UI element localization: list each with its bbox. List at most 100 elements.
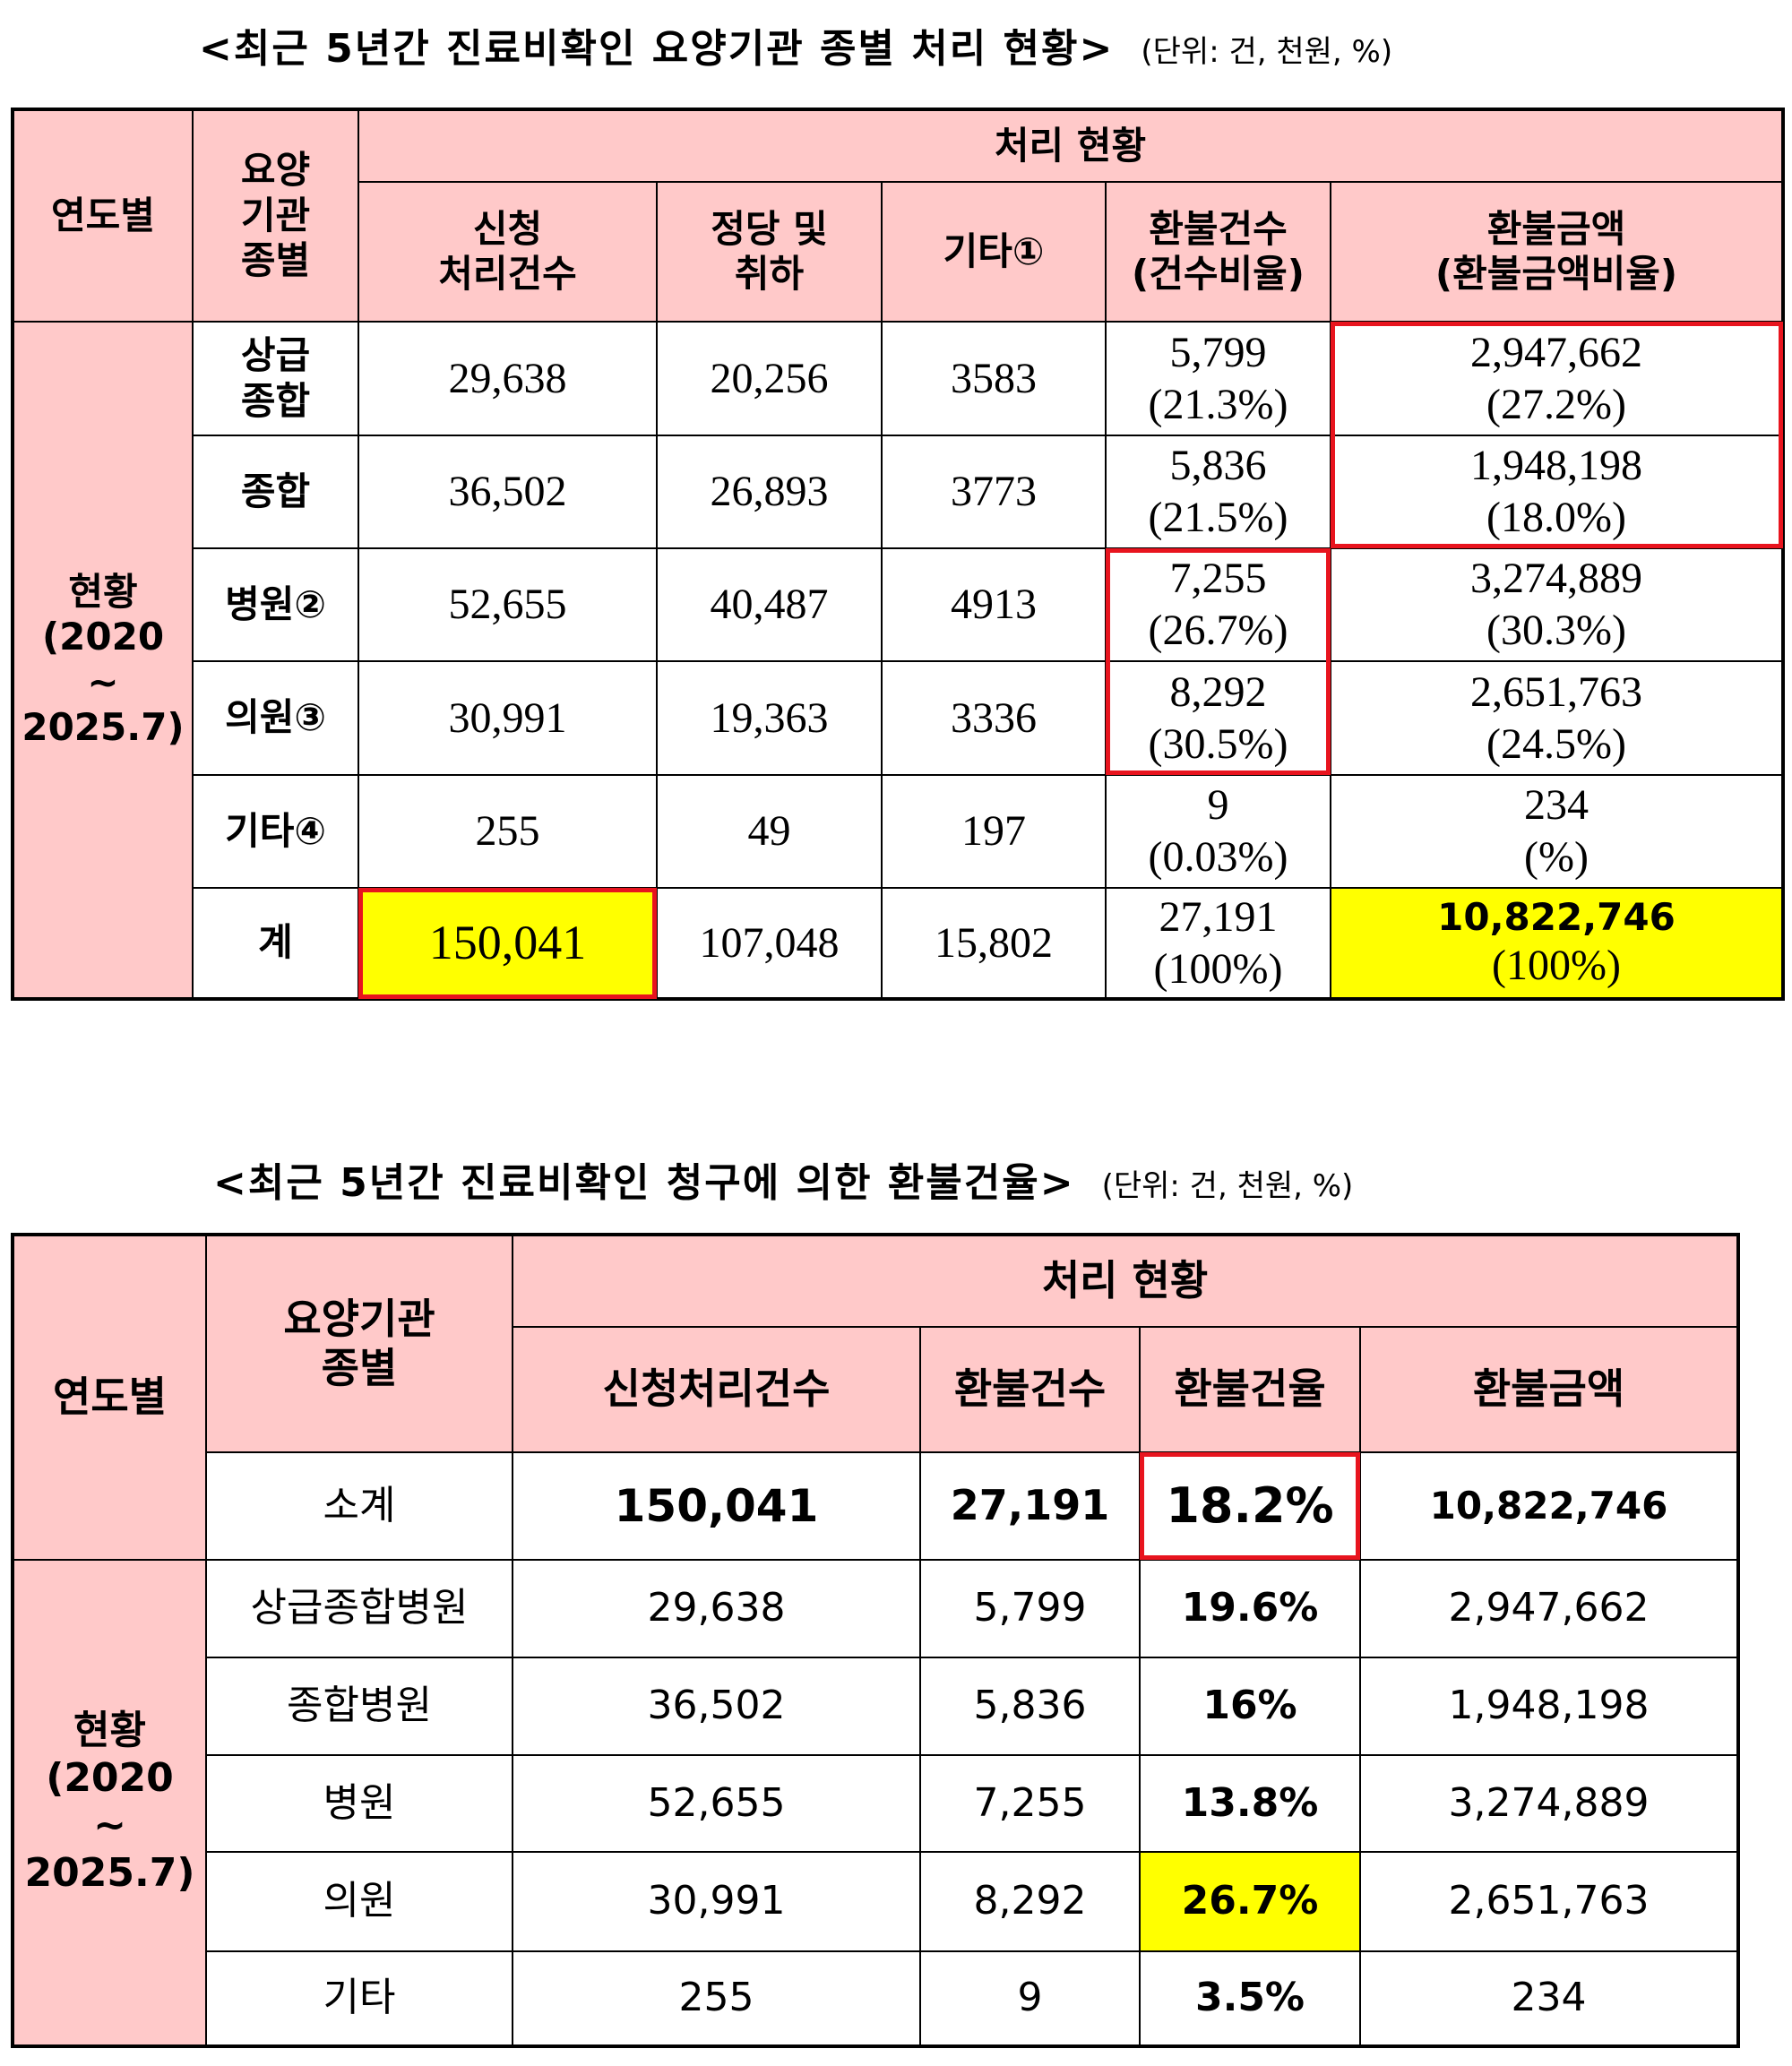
title-bar: <최근 5년간 진료비확인 요양기관 종별 처리 현황> (단위: 건, 천원,…: [199, 16, 1392, 73]
cell-line: 병원②: [225, 581, 326, 626]
cell-line: ~: [93, 1803, 126, 1848]
value-cell: 30,991: [512, 1851, 921, 1952]
value-cell: 10,822,746 (100%): [1330, 887, 1784, 1000]
cell-line: 기타④: [225, 808, 326, 853]
cell-line: (0.03%): [1148, 833, 1288, 881]
period-cell: 현황 (2020 ~2025.7): [12, 321, 194, 1000]
cell-line: (30.3%): [1486, 607, 1626, 654]
cell-line: (100%): [1492, 941, 1621, 989]
value-cell: 234: [1359, 1950, 1739, 2047]
cell-line: 요양기관: [283, 1294, 435, 1343]
value-cell: 3,274,889: [1359, 1754, 1739, 1853]
value-cell: 16%: [1139, 1657, 1361, 1756]
value-cell: 29,638: [512, 1559, 921, 1658]
cell-line: 49: [747, 807, 791, 856]
cell-line: (2020: [46, 1755, 174, 1802]
cell-line: 종별: [240, 238, 311, 283]
cell-line: (건수비율): [1132, 252, 1305, 296]
cell-line: 취하: [734, 252, 805, 296]
cell-line: 종합: [240, 378, 311, 423]
cell-line: 4913: [951, 581, 1037, 629]
value-cell: 5,836: [919, 1657, 1141, 1756]
value-cell: 234 (%): [1330, 774, 1784, 889]
table-row: 소계 150,041 27,191 18.2% 10,822,746: [13, 1451, 1739, 1561]
value-cell: 19,363: [656, 660, 883, 776]
value-cell: 197: [881, 774, 1107, 889]
value-cell: 18.2%: [1139, 1451, 1361, 1561]
value-cell: 49: [656, 774, 883, 889]
table-refund-rate: 연도별 요양기관 종별 처리 현황 신청처리건수 환불건수 환불건율 환불금액 소계 150,04…: [11, 1233, 1740, 2048]
cell-line: 2,947,662: [1470, 328, 1642, 376]
cell-line: 19,363: [710, 693, 829, 742]
header-cell: 신청처리건수: [512, 1326, 921, 1453]
table-row: 신청 처리건수 정당 및 취하 기타① 환불건수 (건수비율) 환불금액 (환불금액비율): [13, 181, 1784, 323]
value-cell: 5,799: [919, 1559, 1141, 1658]
period-cell: 현황 (2020 ~2025.7): [12, 1559, 207, 2047]
header-cell: 환불건율: [1139, 1326, 1361, 1453]
row-label: 기타④: [192, 774, 359, 889]
cell-line: (100%): [1153, 944, 1283, 993]
row-label: 계: [192, 887, 359, 1000]
header-cell: 연도별: [12, 108, 194, 323]
value-cell: 9 (0.03%): [1105, 774, 1331, 889]
value-cell: 26.7%: [1139, 1851, 1361, 1952]
value-cell: 2,947,662: [1359, 1559, 1739, 1658]
cell-line: (21.3%): [1148, 380, 1288, 428]
cell-line: 7,255: [1169, 555, 1267, 603]
value-cell: 10,822,746: [1359, 1451, 1739, 1561]
value-cell: 13.8%: [1139, 1754, 1361, 1853]
value-cell: 3,274,889 (30.3%): [1330, 547, 1784, 662]
cell-line: 요양: [240, 148, 311, 193]
cell-line: (2020: [41, 615, 165, 659]
cell-line: (26.7%): [1148, 607, 1288, 654]
cell-line: 2,651,763: [1470, 667, 1642, 716]
value-cell: 4913: [881, 547, 1107, 662]
value-cell: 1,948,198 (18.0%): [1330, 435, 1784, 549]
value-cell: 2,651,763: [1359, 1851, 1739, 1952]
row-label: 기타: [205, 1950, 513, 2047]
table-row: 종합 36,502 26,893 3773 5,836 (21.5%) 1,948,198(…: [13, 435, 1784, 549]
header-cell: 환불금액 (환불금액비율): [1330, 181, 1784, 323]
value-cell: 8,292: [919, 1851, 1141, 1952]
table-row: 기타 255 9 3.5% 234: [13, 1950, 1739, 2047]
cell-line: 환불금액: [1486, 206, 1626, 251]
value-cell: 5,836 (21.5%): [1105, 435, 1331, 549]
table-title: <최근 5년간 진료비확인 요양기관 종별 처리 현황>: [199, 26, 1115, 72]
cell-line: 30,991: [448, 693, 567, 742]
cell-line: 환불건수: [1149, 206, 1288, 251]
value-cell: 2,947,662 (27.2%): [1330, 321, 1784, 436]
cell-line: 현황: [73, 1708, 146, 1754]
header-cell: 연도별: [12, 1234, 207, 1561]
cell-line: 15,802: [935, 918, 1053, 967]
cell-line: 신청: [472, 206, 543, 251]
table-row: 의원③ 30,991 19,363 3336 8,292 (30.5%) 2,651,763…: [13, 660, 1784, 776]
value-cell: 150,041: [358, 887, 658, 1000]
cell-line: 52,655: [448, 581, 567, 629]
cell-line: (%): [1524, 833, 1589, 881]
row-label: 종합: [192, 435, 359, 549]
cell-line: 10,822,746: [1437, 894, 1676, 939]
cell-line: (18.0%): [1486, 494, 1626, 541]
value-cell: 29,638: [358, 321, 658, 436]
cell-line: 3,274,889: [1470, 555, 1642, 603]
cell-line: 3773: [951, 468, 1037, 516]
cell-line: 의원③: [225, 695, 326, 740]
cell-line: 기관: [240, 193, 311, 237]
table-row: 신청처리건수 환불건수 환불건율 환불금액: [13, 1326, 1739, 1453]
row-label: 병원②: [192, 547, 359, 662]
unit-note: (단위: 건, 천원, %): [1101, 1168, 1354, 1204]
cell-line: (30.5%): [1148, 719, 1288, 768]
value-cell: 40,487: [656, 547, 883, 662]
table-row: 종합병원 36,502 5,836 16% 1,948,198: [13, 1657, 1739, 1756]
cell-line: 234: [1524, 781, 1589, 830]
cell-line: 종합: [240, 469, 311, 513]
table-row: 현황 (2020 ~2025.7) 상급종합병원 29,638 5,799 19.6% 2,9…: [12, 1559, 1739, 2047]
row-label: 종합병원: [205, 1657, 513, 1756]
value-cell: 3336: [881, 660, 1107, 776]
cell-line: ~: [87, 659, 119, 704]
header-cell: 환불건수: [919, 1326, 1141, 1453]
cell-line: 2025.7): [24, 1849, 195, 1896]
